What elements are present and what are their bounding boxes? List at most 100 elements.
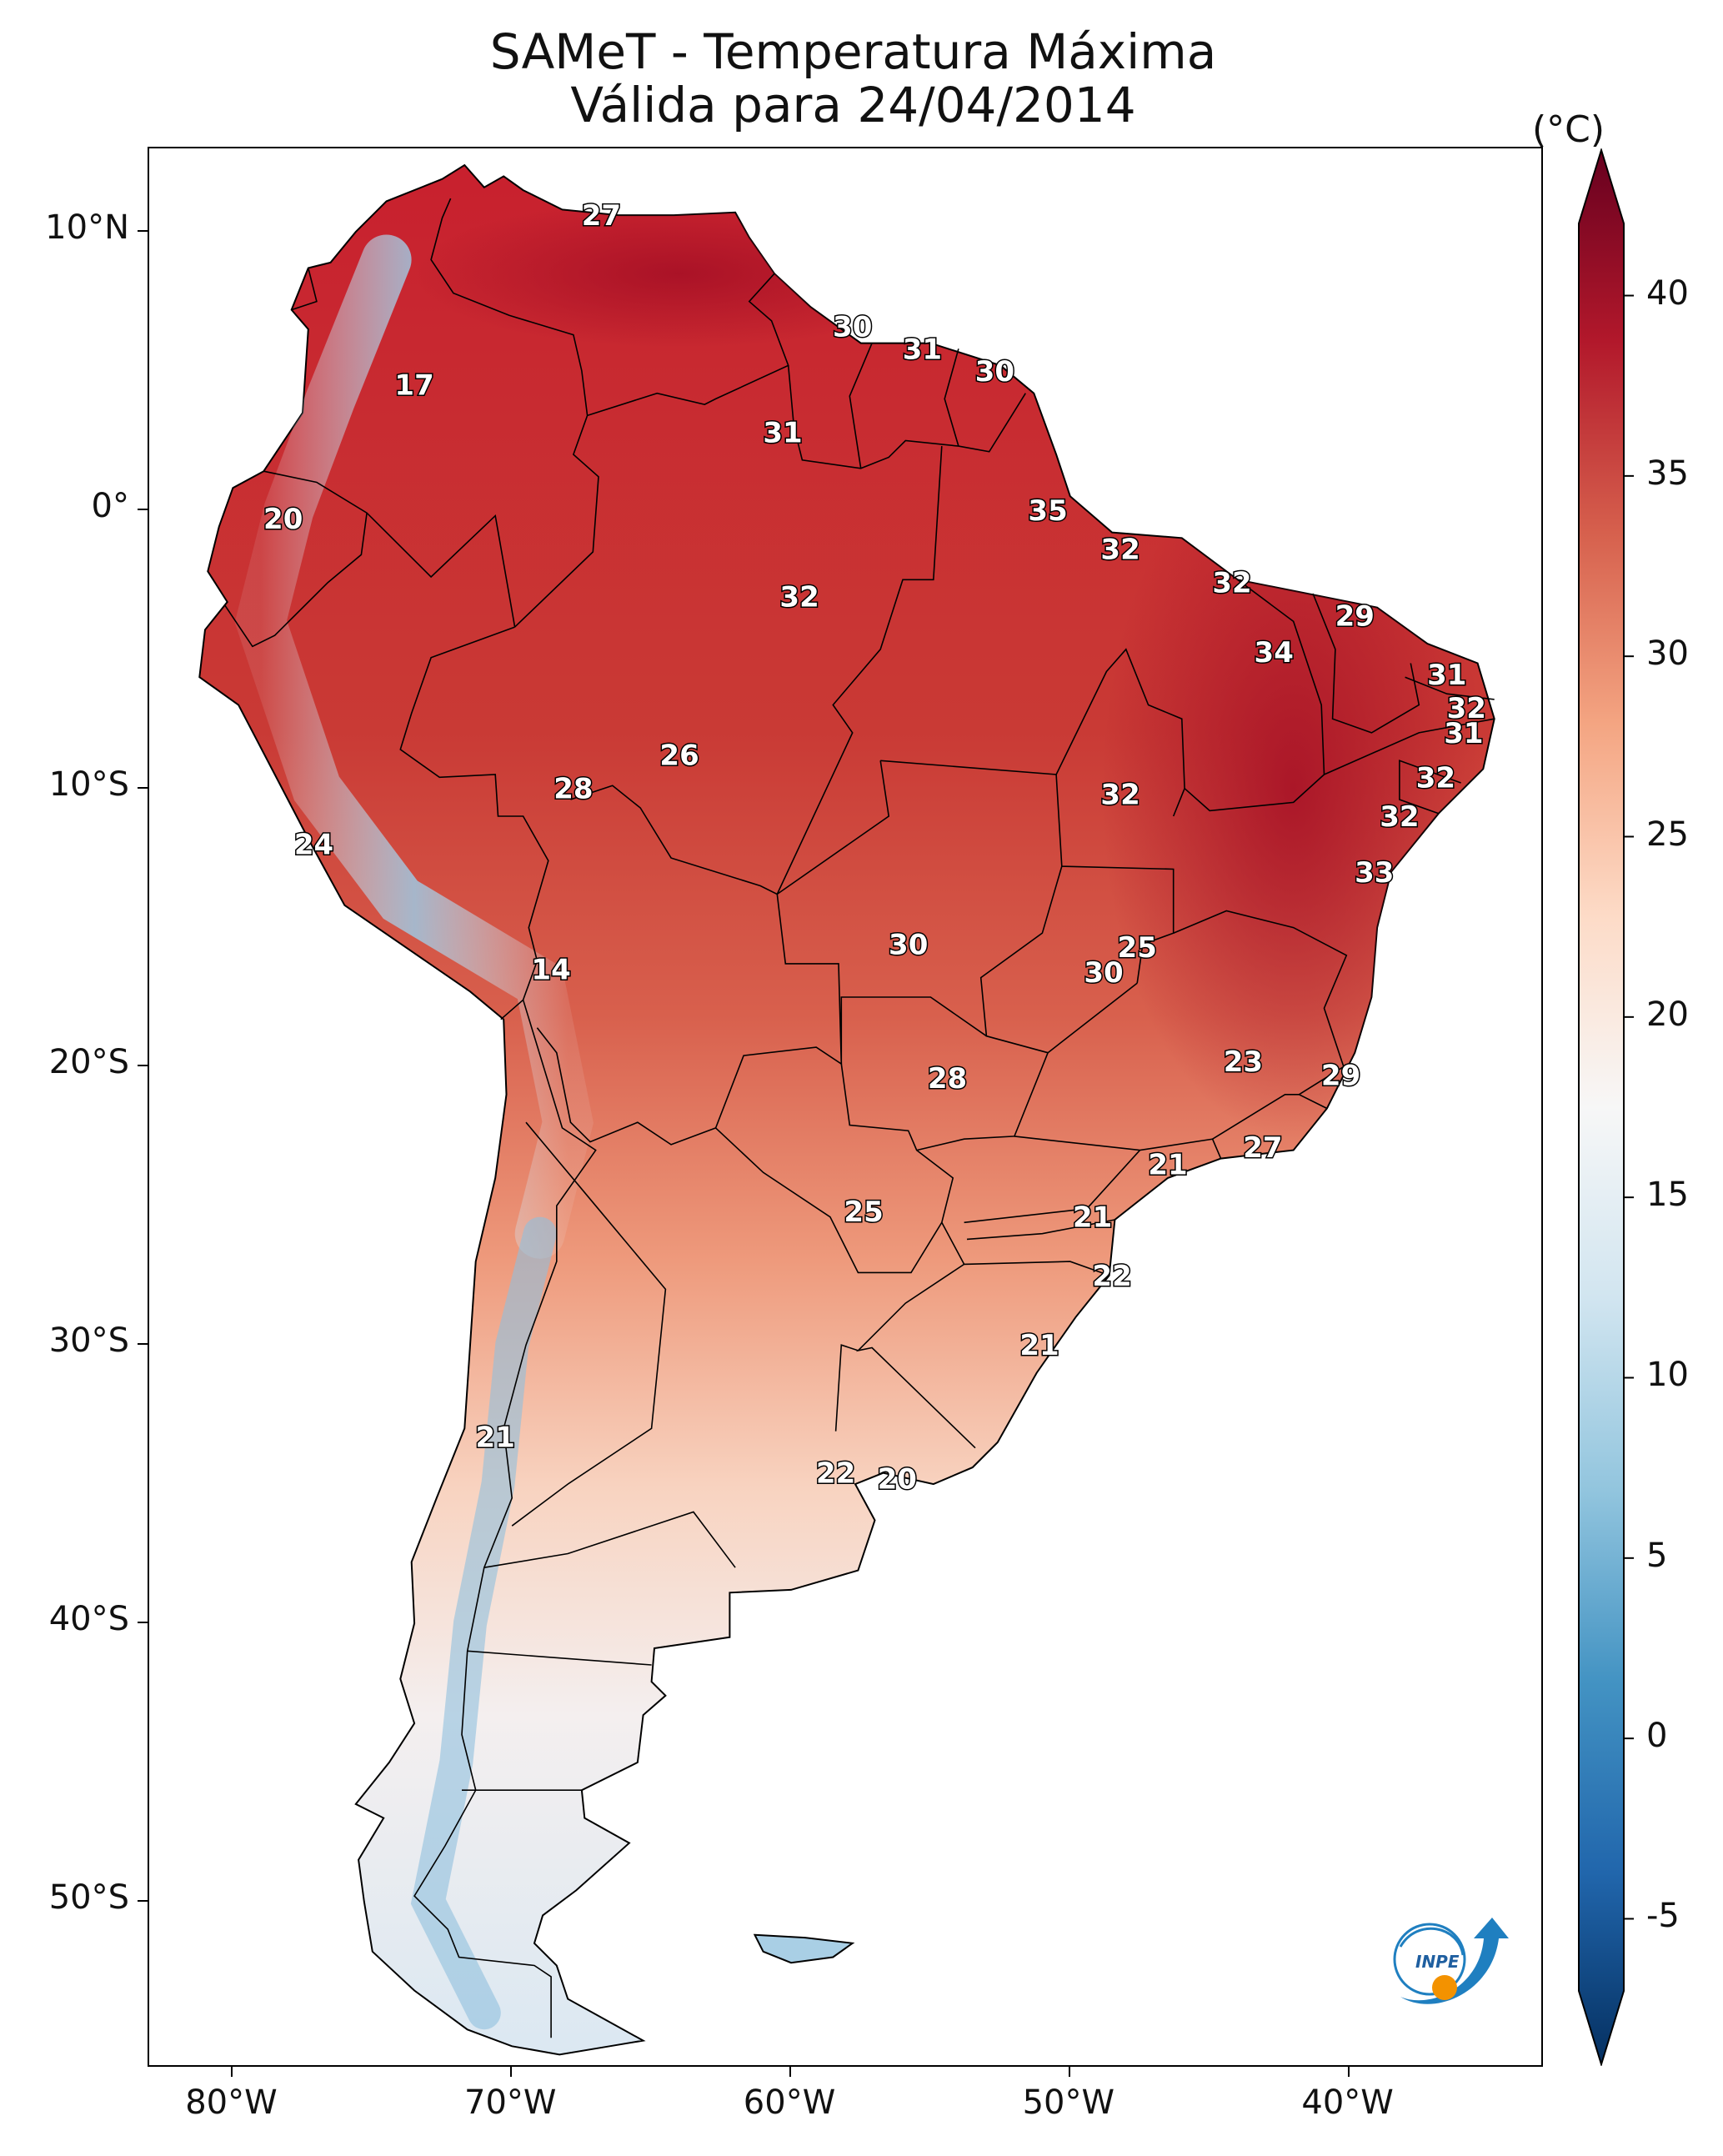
colorbar-tick-label: 30	[1646, 634, 1689, 674]
border-line-19	[1405, 676, 1495, 700]
longitude-tick	[1347, 2067, 1350, 2077]
latitude-tick	[138, 1621, 148, 1623]
longitude-label: 50°W	[1022, 2083, 1115, 2122]
latitude-label: 0°	[91, 486, 129, 525]
station-value-label: 28	[928, 1062, 967, 1096]
latitude-tick	[138, 1065, 148, 1067]
station-value-label: 29	[1335, 600, 1375, 634]
station-value-label: 25	[1118, 931, 1157, 965]
latitude-tick	[138, 786, 148, 789]
latitude-tick	[138, 1899, 148, 1902]
border-line-26	[916, 1052, 1049, 1151]
inpe-logo: INPE	[1393, 1918, 1509, 2004]
colorbar-tick-label: 20	[1646, 995, 1689, 1034]
border-line-12	[944, 348, 959, 447]
border-line-28	[964, 1150, 1141, 1224]
border-line-23	[979, 865, 1138, 1054]
colorbar-tick-label: 5	[1646, 1536, 1668, 1575]
border-line-34	[467, 1650, 652, 1666]
station-value-label: 32	[1416, 761, 1455, 795]
longitude-label: 70°W	[464, 2083, 557, 2122]
andes-cool-band-south	[410, 1216, 557, 2030]
longitude-tick	[510, 2067, 513, 2077]
border-line-33	[483, 1511, 736, 1568]
border-line-1	[430, 198, 599, 628]
latitude-label: 10°S	[48, 765, 129, 804]
border-line-18	[1312, 593, 1420, 734]
country-borders	[223, 198, 1495, 2038]
station-value-label: 25	[844, 1196, 883, 1229]
station-value-label: 32	[1380, 800, 1419, 834]
border-line-32	[511, 1121, 667, 1527]
station-value-label: 34	[1255, 636, 1294, 669]
station-value-label: 32	[1100, 534, 1139, 567]
border-line-25	[840, 996, 987, 1065]
station-value-label: 26	[659, 740, 699, 773]
border-line-7	[855, 1221, 976, 1449]
border-line-21	[1399, 760, 1461, 815]
border-line-22	[1173, 910, 1348, 1110]
latitude-label: 30°S	[48, 1321, 129, 1361]
border-line-4	[399, 626, 549, 1020]
border-line-11	[849, 343, 873, 469]
station-value-label: 17	[394, 369, 433, 403]
latitude-label: 20°S	[48, 1043, 129, 1082]
border-line-29	[966, 1219, 1115, 1241]
station-value-label: 31	[1444, 717, 1483, 750]
border-line-24	[776, 760, 890, 895]
colorbar-tick-label: 15	[1646, 1176, 1689, 1215]
station-value-label: 27	[582, 199, 621, 233]
border-line-10	[787, 365, 1026, 469]
border-line-9	[587, 273, 789, 417]
station-value-label: 28	[553, 773, 593, 806]
longitude-label: 40°W	[1301, 2083, 1394, 2122]
map-area[interactable]: 27 30 31 30 17 31 35 20 32 32 32 29 34 31 32 31 26 32 28 32…	[148, 147, 1543, 2067]
colorbar-tick-label: 35	[1646, 454, 1689, 493]
station-value-label: 30	[1084, 956, 1123, 990]
longitude-tick	[789, 2067, 792, 2077]
station-value-label: 30	[833, 311, 872, 344]
station-value-label: 14	[531, 954, 570, 987]
map-title: SAMeT - Temperatura Máxima	[489, 23, 1217, 80]
longitude-tick	[231, 2067, 233, 2077]
latitude-tick	[138, 230, 148, 233]
latitude-tick	[138, 508, 148, 510]
colorbar-gradient	[1578, 148, 1625, 2066]
station-value-label: 20	[263, 503, 303, 536]
station-value-label: 24	[294, 828, 333, 861]
border-line-31	[1212, 1094, 1300, 1140]
border-line-27	[1014, 1136, 1222, 1159]
colorbar-tick-label: 0	[1646, 1717, 1668, 1756]
station-value-label: 32	[779, 580, 819, 614]
longitude-tick	[1068, 2067, 1070, 2077]
colorbar-ticks	[1624, 294, 1634, 1920]
station-value-label: 20	[878, 1462, 917, 1496]
colorbar-tick-label: 25	[1646, 815, 1689, 854]
station-value-label: 21	[476, 1421, 515, 1454]
latitude-label: 10°N	[45, 208, 129, 248]
latitude-label: 40°S	[48, 1599, 129, 1638]
station-value-label: 21	[1148, 1148, 1187, 1181]
colorbar	[1578, 148, 1634, 2066]
border-line-5	[536, 785, 843, 1146]
border-line-2	[263, 470, 516, 628]
station-value-label: 31	[1427, 659, 1466, 692]
station-value-label: 31	[763, 416, 802, 449]
station-value-label: 32	[1100, 778, 1139, 811]
andes-cool-band-north	[234, 234, 594, 1259]
colorbar-tick-label: 10	[1646, 1356, 1689, 1395]
station-value-label: 30	[975, 355, 1014, 389]
station-value-label: 31	[903, 333, 942, 366]
longitude-label: 60°W	[743, 2083, 836, 2122]
border-line-30	[964, 1261, 1109, 1276]
logo-text: INPE	[1415, 1952, 1460, 1972]
station-value-label: 23	[1224, 1045, 1263, 1079]
station-value-label: 32	[1447, 692, 1486, 725]
station-value-label: 30	[889, 929, 928, 962]
colorbar-unit: (°C)	[1532, 108, 1605, 151]
station-value-label: 21	[1073, 1201, 1112, 1235]
map-subtitle: Válida para 24/04/2014	[570, 77, 1136, 133]
border-line-8	[834, 1344, 859, 1431]
